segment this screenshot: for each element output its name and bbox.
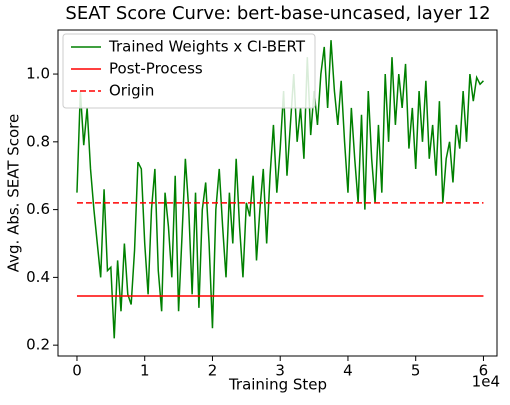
- chart-title: SEAT Score Curve: bert-base-uncased, lay…: [65, 3, 490, 24]
- line-series: [76, 40, 484, 339]
- x-tick-label: 4: [343, 362, 353, 380]
- x-tick-label: 1: [140, 362, 150, 380]
- x-tick-label: 2: [208, 362, 218, 380]
- x-tick-label: 0: [72, 362, 82, 380]
- y-tick-label: 1.0: [26, 65, 50, 83]
- plot-frame: [57, 29, 498, 357]
- x-axis-label: Training Step: [228, 376, 327, 394]
- x-tick-label: 6: [479, 362, 489, 380]
- legend-label: Origin: [109, 82, 154, 100]
- x-tick-label: 3: [275, 362, 285, 380]
- x-tick-label: 5: [411, 362, 421, 380]
- y-tick-label: 0.2: [26, 336, 50, 354]
- legend-label: Post-Process: [109, 60, 203, 78]
- legend-label: Trained Weights x CI-BERT: [108, 38, 306, 56]
- y-tick-label: 0.8: [26, 132, 50, 150]
- y-tick-label: 0.4: [26, 268, 50, 286]
- x-offset-label: 1e4: [472, 373, 500, 391]
- y-axis-label: Avg. Abs. SEAT Score: [5, 114, 23, 273]
- y-tick-label: 0.6: [26, 200, 50, 218]
- legend-box: [62, 33, 316, 109]
